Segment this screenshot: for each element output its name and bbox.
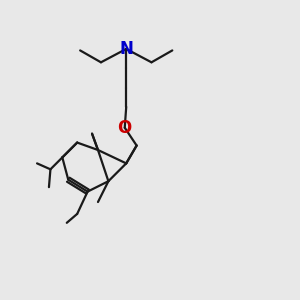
Text: O: O bbox=[118, 119, 132, 137]
Text: N: N bbox=[119, 40, 133, 58]
